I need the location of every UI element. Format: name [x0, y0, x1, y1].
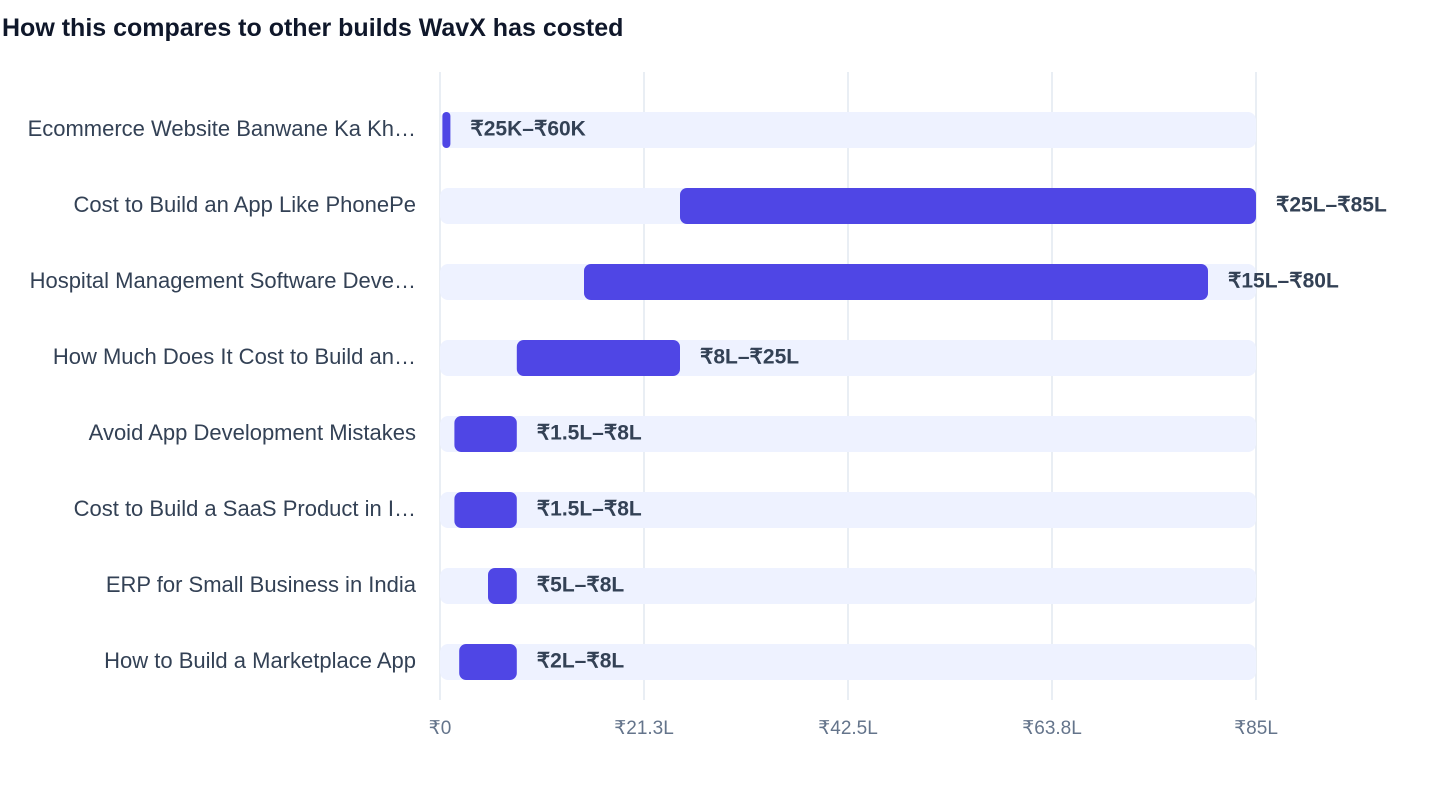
- range-bar[interactable]: [454, 416, 517, 452]
- x-tick-label: ₹85L: [1234, 718, 1278, 739]
- range-bar[interactable]: [459, 644, 517, 680]
- category-label: Avoid App Development Mistakes: [89, 420, 416, 445]
- category-labels: Ecommerce Website Banwane Ka Kh… Cost to …: [28, 116, 417, 673]
- category-label: How Much Does It Cost to Build an…: [53, 344, 416, 369]
- range-value-label: ₹1.5L–₹8L: [537, 422, 642, 445]
- x-axis-ticks: ₹0 ₹21.3L ₹42.5L ₹63.8L ₹85L: [429, 718, 1278, 739]
- x-tick-label: ₹0: [429, 718, 452, 739]
- value-labels: ₹25K–₹60K ₹25L–₹85L ₹15L–₹80L ₹8L–₹25L ₹1.5L…: [470, 118, 1387, 673]
- range-value-label: ₹25L–₹85L: [1276, 194, 1387, 217]
- category-label: Cost to Build an App Like PhonePe: [74, 192, 416, 217]
- range-value-label: ₹5L–₹8L: [537, 574, 625, 597]
- x-tick-label: ₹21.3L: [614, 718, 674, 739]
- range-value-label: ₹2L–₹8L: [537, 650, 625, 673]
- bar-track: [440, 644, 1256, 680]
- range-bar[interactable]: [442, 112, 451, 148]
- range-bar[interactable]: [454, 492, 517, 528]
- grid-lines: [439, 72, 1257, 700]
- x-tick-label: ₹63.8L: [1022, 718, 1082, 739]
- range-bar[interactable]: [516, 340, 680, 376]
- category-label: ERP for Small Business in India: [106, 572, 417, 597]
- chart-title: How this compares to other builds WavX h…: [2, 14, 624, 42]
- bar-track: [440, 568, 1256, 604]
- bar-track: [440, 112, 1256, 148]
- category-label: Hospital Management Software Deve…: [30, 268, 416, 293]
- category-label: Cost to Build a SaaS Product in I…: [74, 496, 416, 521]
- x-tick-label: ₹42.5L: [818, 718, 878, 739]
- range-value-label: ₹15L–₹80L: [1228, 270, 1339, 293]
- category-label: How to Build a Marketplace App: [104, 648, 416, 673]
- category-label: Ecommerce Website Banwane Ka Kh…: [28, 116, 416, 141]
- bar-track: [440, 492, 1256, 528]
- bar-track: [440, 416, 1256, 452]
- range-bar[interactable]: [680, 188, 1256, 224]
- range-value-label: ₹25K–₹60K: [470, 118, 585, 141]
- range-value-label: ₹8L–₹25L: [700, 346, 799, 369]
- range-value-label: ₹1.5L–₹8L: [537, 498, 642, 521]
- bars: [442, 112, 1256, 680]
- range-bar[interactable]: [584, 264, 1208, 300]
- range-bar[interactable]: [488, 568, 517, 604]
